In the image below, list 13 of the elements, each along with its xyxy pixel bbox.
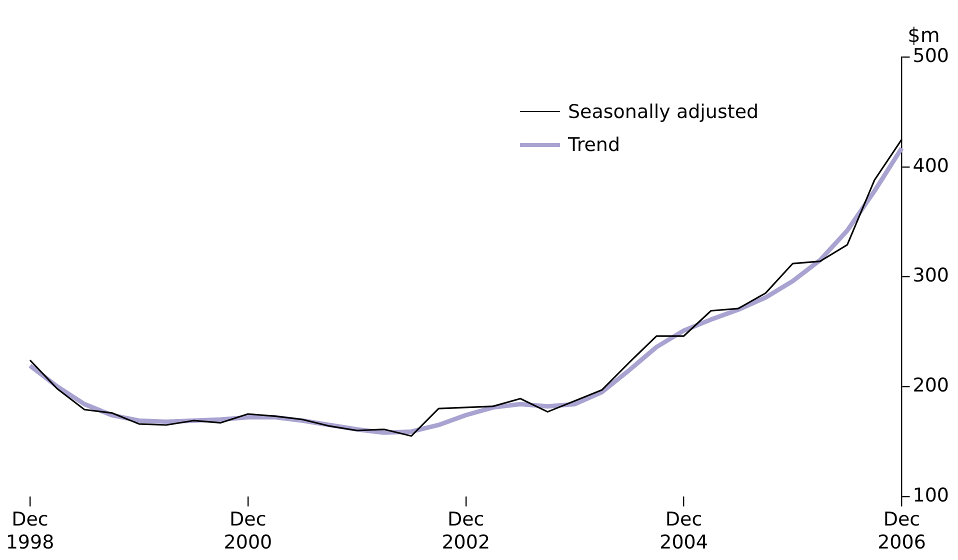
y-tick-label: 100 [912,484,949,506]
x-tick-label: Dec 2004 [660,508,708,554]
x-tick-label: Dec 1998 [6,508,54,554]
legend-label: Seasonally adjusted [568,100,759,122]
y-tick-label: 300 [912,264,949,287]
x-tick-label: Dec 2002 [442,508,490,554]
x-tick-label: Dec 2006 [878,508,926,554]
x-tick-label: Dec 2000 [224,508,272,554]
y-tick-label: 200 [912,374,949,396]
y-axis-title: $m [908,23,940,48]
y-tick-label: 400 [912,154,949,177]
y-tick-label: 500 [912,44,949,67]
legend-label: Trend [568,134,620,156]
